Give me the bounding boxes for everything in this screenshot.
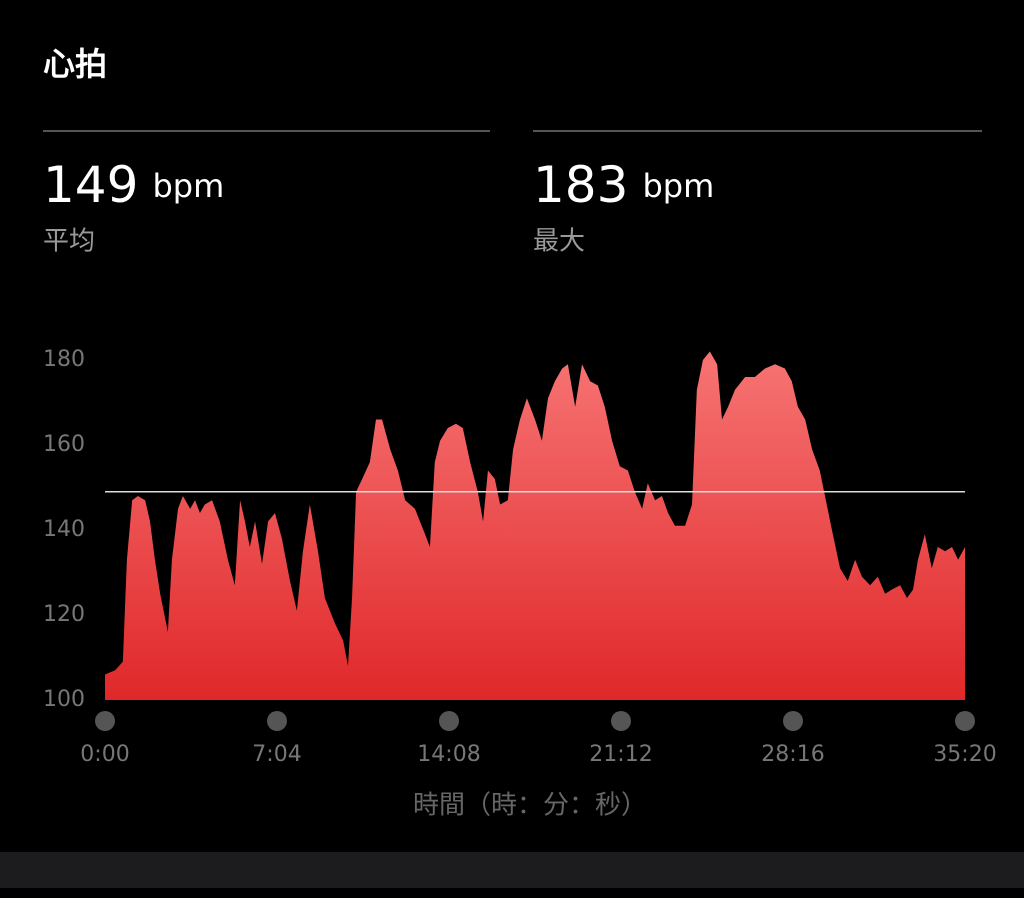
x-tick-label: 35:20	[933, 742, 996, 767]
y-tick-label: 140	[43, 517, 85, 542]
y-tick-label: 160	[43, 432, 85, 457]
x-tick-label: 28:16	[761, 742, 824, 767]
y-tick-label: 120	[43, 602, 85, 627]
x-tick-dot	[955, 711, 975, 731]
x-tick-dot	[611, 711, 631, 731]
stat-value: 183 bpm	[533, 156, 714, 214]
title: 心拍	[43, 45, 107, 83]
x-tick-label: 14:08	[417, 742, 480, 767]
y-tick-label: 180	[43, 347, 85, 372]
stat-label: 平均	[43, 227, 95, 257]
x-axis-title: 時間（時：分：秒）	[413, 791, 647, 821]
stat-unit: bpm	[152, 167, 224, 205]
stat-number: 183	[533, 156, 628, 214]
x-tick-dot	[95, 711, 115, 731]
stat-value: 149 bpm	[43, 156, 224, 214]
x-tick-label: 0:00	[80, 742, 129, 767]
x-tick-label: 7:04	[252, 742, 301, 767]
y-tick-label: 100	[43, 687, 85, 712]
x-tick-label: 21:12	[589, 742, 652, 767]
x-tick-dot	[267, 711, 287, 731]
stat-label: 最大	[533, 227, 585, 257]
stat-number: 149	[43, 156, 138, 214]
bottom-bar	[0, 852, 1024, 888]
stat-unit: bpm	[642, 167, 714, 205]
x-tick-dot	[783, 711, 803, 731]
area	[105, 351, 965, 700]
x-tick-dot	[439, 711, 459, 731]
